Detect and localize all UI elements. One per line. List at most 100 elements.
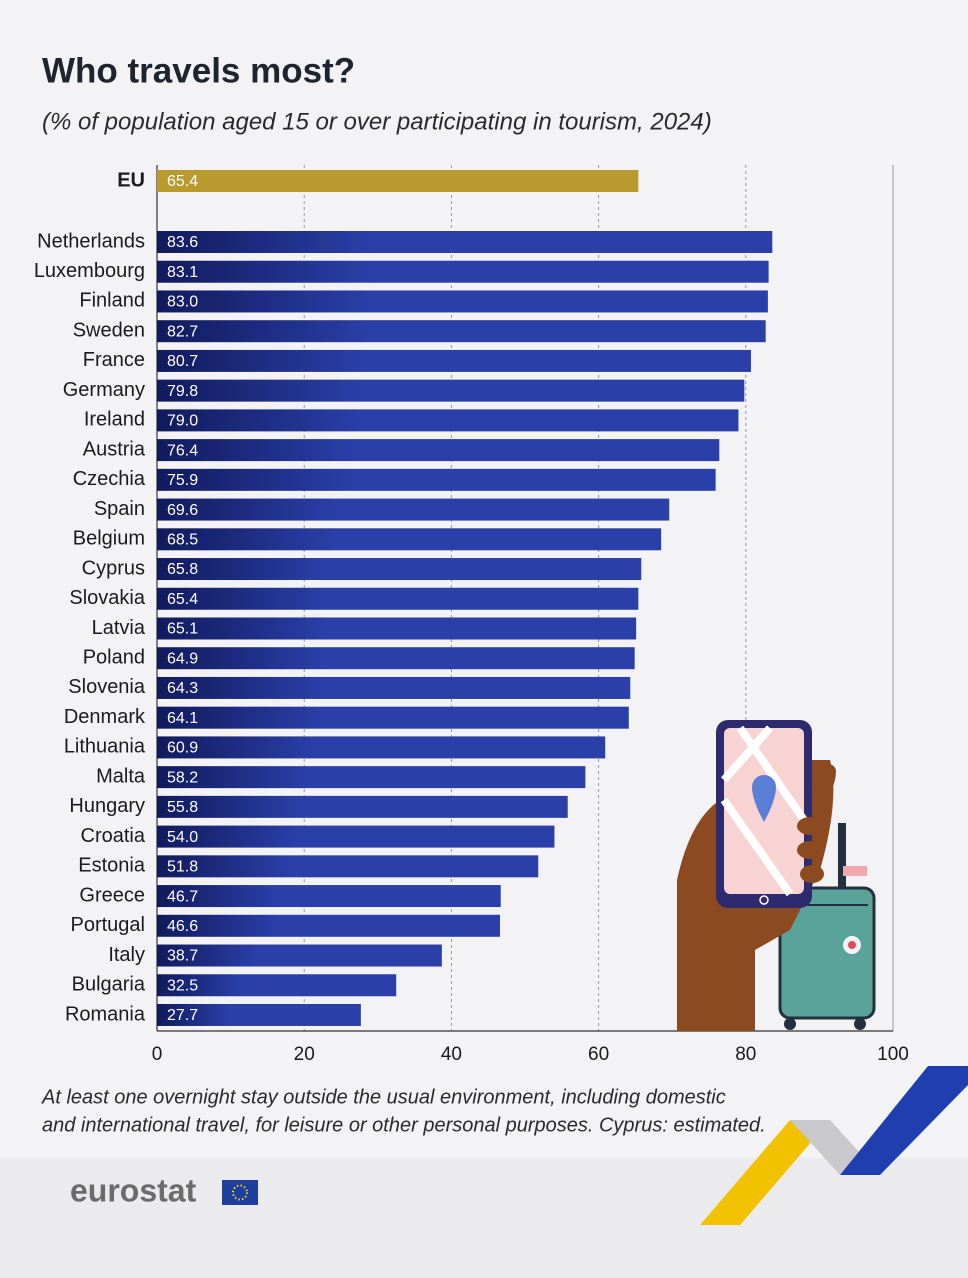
bar (157, 260, 769, 283)
value-label: 83.6 (167, 234, 198, 251)
footer-band (0, 1158, 968, 1278)
category-label: Czechia (73, 468, 146, 490)
value-label: 65.4 (167, 591, 198, 608)
value-label: 83.1 (167, 264, 198, 281)
category-label: Denmark (64, 706, 146, 728)
bar (157, 766, 586, 789)
category-label: Luxembourg (34, 260, 145, 282)
x-tick-label: 80 (735, 1044, 756, 1065)
value-label: 54.0 (167, 829, 198, 846)
x-tick-label: 40 (441, 1044, 462, 1065)
bar (157, 439, 720, 462)
footnote: At least one overnight stay outside the … (41, 1086, 726, 1108)
category-label: Belgium (73, 528, 145, 550)
category-label: Cyprus (82, 557, 145, 579)
x-tick-label: 60 (588, 1044, 609, 1065)
x-tick-label: 100 (877, 1044, 909, 1065)
value-label: 65.8 (167, 561, 198, 578)
category-label: Germany (63, 379, 145, 401)
bar (157, 914, 500, 937)
category-label: Poland (83, 647, 145, 669)
bar (157, 409, 739, 432)
bar (157, 855, 539, 878)
value-label: 55.8 (167, 799, 198, 816)
chart-title: Who travels most? (42, 51, 355, 90)
category-label: Romania (65, 1003, 146, 1025)
value-label: 27.7 (167, 1007, 198, 1024)
value-label: 51.8 (167, 859, 198, 876)
source-logo: eurostat (70, 1172, 197, 1208)
bar (157, 349, 751, 372)
value-label: 75.9 (167, 472, 198, 489)
value-label: 64.1 (167, 710, 198, 727)
category-label: Greece (79, 884, 145, 906)
bar (157, 944, 442, 967)
illustration (677, 720, 876, 1031)
category-label: Bulgaria (72, 974, 146, 996)
bar (157, 498, 670, 521)
value-label: 58.2 (167, 769, 198, 786)
value-label: 79.0 (167, 413, 198, 430)
category-label: France (83, 349, 145, 371)
bar (157, 170, 639, 192)
category-label: Portugal (71, 914, 146, 936)
bar (157, 647, 635, 670)
value-label: 64.9 (167, 650, 198, 667)
category-label: Latvia (92, 617, 146, 639)
category-label: Malta (96, 765, 146, 787)
bar (157, 468, 716, 491)
bar (157, 795, 568, 818)
value-label: 68.5 (167, 532, 198, 549)
bar (157, 885, 501, 908)
bar (157, 290, 768, 313)
bar (157, 825, 555, 848)
category-label: Hungary (69, 795, 145, 817)
category-label: Estonia (78, 855, 146, 877)
value-label: 46.7 (167, 888, 198, 905)
x-tick-label: 0 (152, 1044, 163, 1065)
category-label: Italy (108, 944, 145, 966)
bar (157, 676, 631, 699)
value-label: 64.3 (167, 680, 198, 697)
value-label: 65.4 (167, 173, 198, 190)
value-label: 38.7 (167, 948, 198, 965)
bar (157, 587, 639, 610)
category-label: Lithuania (64, 736, 146, 758)
bar (157, 379, 745, 402)
bar (157, 320, 766, 343)
category-label: Sweden (73, 319, 145, 341)
value-label: 60.9 (167, 740, 198, 757)
value-label: 46.6 (167, 918, 198, 935)
bar (157, 736, 606, 759)
x-tick-label: 20 (294, 1044, 315, 1065)
category-label: EU (117, 169, 145, 191)
eu-flag (222, 1180, 258, 1205)
bar (157, 231, 773, 253)
value-label: 65.1 (167, 621, 198, 638)
value-label: 32.5 (167, 977, 198, 994)
category-label: Spain (94, 498, 145, 520)
bar (157, 706, 629, 729)
value-label: 80.7 (167, 353, 198, 370)
bar (157, 617, 637, 640)
value-label: 82.7 (167, 323, 198, 340)
value-label: 83.0 (167, 294, 198, 311)
bar (157, 528, 662, 551)
bar (157, 1003, 361, 1026)
category-label: Slovenia (68, 676, 146, 698)
category-label: Croatia (81, 825, 146, 847)
category-label: Ireland (84, 409, 145, 431)
category-label: Austria (83, 438, 146, 460)
category-label: Finland (79, 290, 145, 312)
bar (157, 558, 642, 581)
value-label: 76.4 (167, 442, 198, 459)
footnote: and international travel, for leisure or… (42, 1114, 766, 1136)
decor-chevrons (700, 1066, 968, 1225)
category-label: Slovakia (69, 587, 145, 609)
value-label: 69.6 (167, 502, 198, 519)
category-label: Netherlands (37, 230, 145, 252)
chart-subtitle: (% of population aged 15 or over partici… (42, 108, 712, 135)
bar (157, 974, 397, 997)
